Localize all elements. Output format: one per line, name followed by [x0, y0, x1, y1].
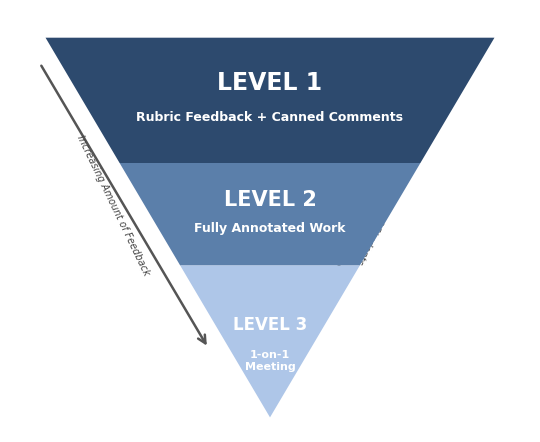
- Text: LEVEL 1: LEVEL 1: [218, 71, 322, 95]
- Polygon shape: [180, 266, 360, 417]
- Polygon shape: [45, 38, 495, 163]
- Text: 1-on-1
Meeting: 1-on-1 Meeting: [245, 351, 295, 372]
- Text: LEVEL 2: LEVEL 2: [224, 191, 316, 210]
- Text: Rubric Feedback + Canned Comments: Rubric Feedback + Canned Comments: [137, 111, 403, 124]
- Text: Fully Annotated Work: Fully Annotated Work: [194, 222, 346, 235]
- Polygon shape: [119, 163, 421, 266]
- Text: LEVEL 3: LEVEL 3: [233, 316, 307, 334]
- Text: Increasing Amount of Feedback: Increasing Amount of Feedback: [75, 134, 152, 278]
- Text: Decreasing Number of Students: Decreasing Number of Students: [354, 120, 431, 265]
